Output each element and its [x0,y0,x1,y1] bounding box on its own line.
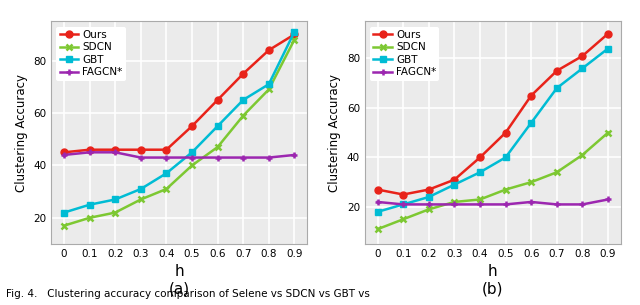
GBT [579,66,586,70]
SDCN [137,198,145,201]
Ours [188,124,196,128]
SDCN [527,180,535,184]
SDCN [425,207,433,211]
X-axis label: h: h [174,264,184,279]
Ours [291,33,298,36]
Y-axis label: Clustering Accuracy: Clustering Accuracy [328,74,341,192]
SDCN [553,170,561,174]
GBT [188,150,196,154]
Ours [399,193,407,196]
Ours [163,148,170,152]
SDCN [60,224,68,228]
Ours [239,72,247,76]
Line: FAGCN*: FAGCN* [374,196,611,208]
Text: (a): (a) [168,282,190,297]
Y-axis label: Clustering Accuracy: Clustering Accuracy [15,74,28,192]
GBT [265,82,273,86]
GBT [604,47,612,50]
GBT [374,210,381,214]
Ours [374,188,381,192]
SDCN [579,153,586,157]
Line: Ours: Ours [374,30,611,198]
SDCN [163,187,170,191]
SDCN [476,198,484,201]
Ours [527,94,535,97]
FAGCN* [86,150,93,154]
GBT [502,156,509,159]
Text: (b): (b) [482,282,504,297]
SDCN [604,131,612,135]
GBT [425,195,433,199]
FAGCN* [579,203,586,206]
FAGCN* [374,200,381,204]
X-axis label: h: h [488,264,498,279]
FAGCN* [265,156,273,160]
GBT [291,30,298,34]
Ours [553,69,561,73]
FAGCN* [527,200,535,204]
FAGCN* [111,150,119,154]
Ours [265,48,273,52]
FAGCN* [476,203,484,206]
GBT [111,198,119,201]
GBT [60,211,68,214]
Legend: Ours, SDCN, GBT, FAGCN*: Ours, SDCN, GBT, FAGCN* [56,27,126,81]
Line: GBT: GBT [61,28,298,216]
FAGCN* [399,203,407,206]
SDCN [111,211,119,214]
Line: SDCN: SDCN [374,129,611,233]
FAGCN* [163,156,170,160]
FAGCN* [239,156,247,160]
Ours [60,150,68,154]
GBT [527,121,535,125]
FAGCN* [553,203,561,206]
Ours [604,32,612,36]
SDCN [239,114,247,117]
SDCN [451,200,458,204]
GBT [214,124,221,128]
FAGCN* [60,153,68,157]
FAGCN* [291,153,298,157]
Ours [579,54,586,58]
Line: Ours: Ours [61,31,298,156]
FAGCN* [451,203,458,206]
FAGCN* [137,156,145,160]
SDCN [86,216,93,220]
Ours [214,98,221,102]
SDCN [374,227,381,231]
GBT [86,203,93,206]
GBT [476,170,484,174]
SDCN [265,88,273,91]
GBT [137,187,145,191]
SDCN [291,38,298,41]
FAGCN* [425,203,433,206]
FAGCN* [502,203,509,206]
Ours [111,148,119,152]
Ours [502,131,509,135]
Line: FAGCN*: FAGCN* [61,149,298,161]
Ours [137,148,145,152]
SDCN [502,188,509,192]
Ours [86,148,93,152]
SDCN [399,217,407,221]
Line: GBT: GBT [374,45,611,215]
Line: SDCN: SDCN [61,36,298,229]
FAGCN* [604,198,612,201]
Legend: Ours, SDCN, GBT, FAGCN*: Ours, SDCN, GBT, FAGCN* [370,27,440,81]
GBT [399,203,407,206]
GBT [553,86,561,90]
FAGCN* [188,156,196,160]
GBT [163,171,170,175]
FAGCN* [214,156,221,160]
Ours [451,178,458,181]
SDCN [188,163,196,167]
Ours [425,188,433,192]
SDCN [214,145,221,149]
Ours [476,156,484,159]
Text: Fig. 4.   Clustering accuracy comparison of Selene vs SDCN vs GBT vs: Fig. 4. Clustering accuracy comparison o… [6,289,371,299]
GBT [451,183,458,186]
GBT [239,98,247,102]
